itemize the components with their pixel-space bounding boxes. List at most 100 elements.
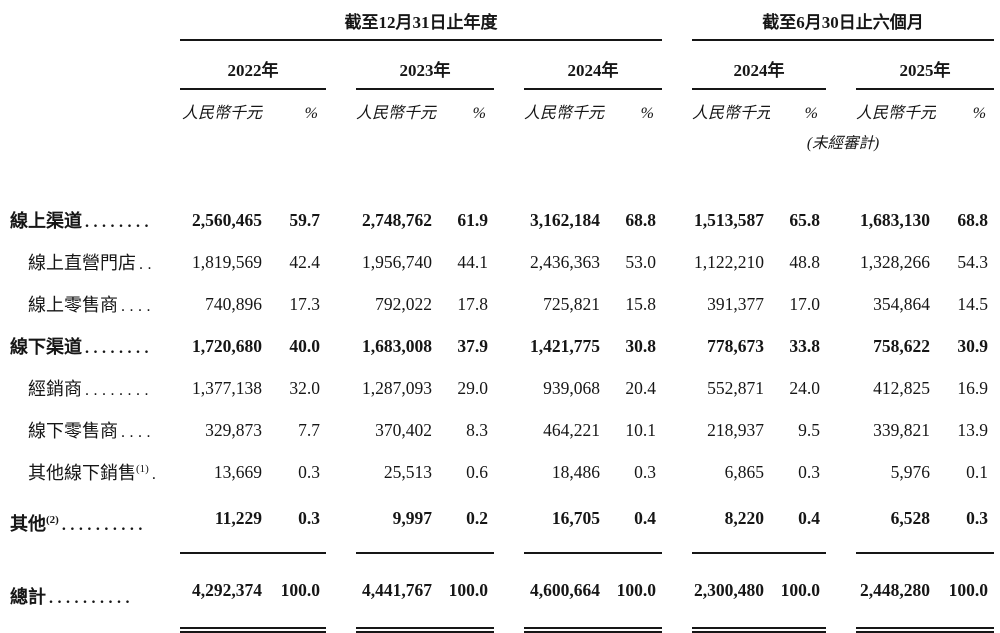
percent-header: % [972, 105, 987, 122]
percent-cell: 68.8 [957, 209, 989, 230]
percent-cell: 100.0 [606, 553, 662, 633]
section-header-annual: 截至12月31日止年度 [180, 8, 662, 41]
percent-cell: 16.9 [957, 377, 989, 398]
percent-cell: 8.3 [466, 419, 488, 440]
footnote-marker: (2) [46, 514, 59, 526]
column-gap [662, 325, 692, 367]
percent-cell: 65.8 [789, 209, 820, 230]
header-spacer [10, 40, 180, 89]
header-spacer [10, 89, 180, 125]
percent-cell: 30.8 [625, 335, 656, 356]
percent-header: % [804, 105, 818, 122]
amount-cell: 1,122,210 [694, 251, 764, 272]
amount-cell: 9,997 [356, 493, 438, 554]
column-gap [326, 493, 356, 553]
amount-cell: 25,513 [383, 461, 432, 482]
amount-cell: 11,229 [180, 493, 268, 554]
column-gap [494, 241, 524, 283]
amount-cell: 4,441,767 [356, 553, 438, 633]
percent-cell: 48.8 [789, 251, 820, 272]
table-row: 線上直營門店.. 1,819,569 42.4 1,956,740 44.1 2,436,… [10, 241, 994, 283]
percent-cell: 20.4 [625, 377, 656, 398]
percent-header: % [472, 105, 486, 122]
percent-cell: 100.0 [438, 553, 494, 633]
row-label: 線上零售商.... [10, 283, 180, 325]
percent-cell: 0.3 [936, 493, 995, 554]
amount-cell: 464,221 [543, 419, 600, 440]
percent-cell: 42.4 [289, 251, 320, 272]
column-gap [494, 493, 524, 553]
column-gap [662, 8, 692, 40]
dot-leader: .. [139, 256, 156, 273]
row-label: 總計.......... [10, 553, 180, 630]
amount-cell: 412,825 [873, 377, 930, 398]
dot-leader: ........ [85, 382, 153, 399]
percent-cell: 0.3 [634, 461, 656, 482]
amount-cell: 939,068 [543, 377, 600, 398]
column-gap [662, 553, 692, 630]
amount-cell: 2,300,480 [692, 553, 770, 633]
column-gap [662, 409, 692, 451]
amount-cell: 391,377 [707, 293, 764, 314]
amount-cell: 5,976 [890, 461, 930, 482]
row-label: 線下零售商.... [10, 409, 180, 451]
amount-cell: 1,513,587 [694, 209, 764, 230]
amount-cell: 2,560,465 [192, 209, 262, 230]
amount-cell: 16,705 [524, 493, 606, 554]
amount-cell: 4,600,664 [524, 553, 606, 633]
row-label: 經銷商........ [10, 367, 180, 409]
row-label-text: 線上零售商 [28, 295, 118, 315]
amount-cell: 339,821 [873, 419, 930, 440]
column-gap [494, 553, 524, 630]
amount-cell: 758,622 [873, 335, 930, 356]
section-header-row: 截至12月31日止年度 截至6月30日止六個月 [10, 8, 995, 41]
table-row: 其他(2).......... 11,229 0.3 9,997 0.2 16,705 0.… [10, 493, 995, 554]
percent-cell: 61.9 [457, 209, 488, 230]
amount-cell: 1,377,138 [192, 377, 262, 398]
row-label-text: 線上直營門店 [28, 253, 136, 273]
column-gap [494, 367, 524, 409]
percent-cell: 0.4 [606, 493, 662, 554]
amount-cell: 1,956,740 [362, 251, 432, 272]
year-header-2022: 2022年 [180, 40, 326, 90]
unaudited-row: (未經審計) [10, 125, 994, 153]
percent-cell: 0.3 [298, 461, 320, 482]
percent-cell: 59.7 [289, 209, 320, 230]
table-row: 總計.......... 4,292,374 100.0 4,441,767 100.0… [10, 553, 995, 633]
column-gap [326, 89, 356, 125]
row-label-text: 經銷商 [28, 379, 82, 399]
amount-cell: 1,287,093 [362, 377, 432, 398]
column-gap [826, 553, 856, 630]
amount-cell: 1,683,130 [860, 209, 930, 230]
dot-leader: ........ [85, 214, 153, 231]
column-gap [826, 89, 856, 125]
amount-cell: 725,821 [543, 293, 600, 314]
percent-header: % [640, 105, 654, 122]
percent-cell: 17.8 [457, 293, 488, 314]
amount-cell: 18,486 [551, 461, 600, 482]
footnote-marker: (1) [136, 463, 149, 475]
amount-cell: 8,220 [692, 493, 770, 554]
column-gap [326, 199, 356, 241]
column-gap [494, 89, 524, 125]
column-gap [662, 493, 692, 553]
amount-cell: 6,528 [856, 493, 936, 554]
header-body-spacer [10, 153, 994, 199]
percent-cell: 14.5 [957, 293, 989, 314]
column-gap [494, 409, 524, 451]
amount-cell: 1,720,680 [192, 335, 262, 356]
row-label: 線上直營門店.. [10, 241, 180, 283]
amount-cell: 218,937 [707, 419, 764, 440]
table-row: 線上渠道........ 2,560,465 59.7 2,748,762 61.9 3,… [10, 199, 994, 241]
section-header-interim: 截至6月30日止六個月 [692, 8, 995, 41]
column-gap [826, 241, 856, 283]
row-label: 其他線下銷售(1). [10, 451, 180, 493]
column-gap [494, 325, 524, 367]
percent-cell: 100.0 [936, 553, 995, 633]
column-gap [662, 451, 692, 493]
dot-leader: . [151, 466, 161, 483]
table-row: 線下渠道........ 1,720,680 40.0 1,683,008 37.9 1,… [10, 325, 994, 367]
percent-cell: 0.4 [770, 493, 826, 554]
amount-cell: 1,421,775 [530, 335, 600, 356]
unaudited-note: (未經審計) [806, 135, 880, 152]
